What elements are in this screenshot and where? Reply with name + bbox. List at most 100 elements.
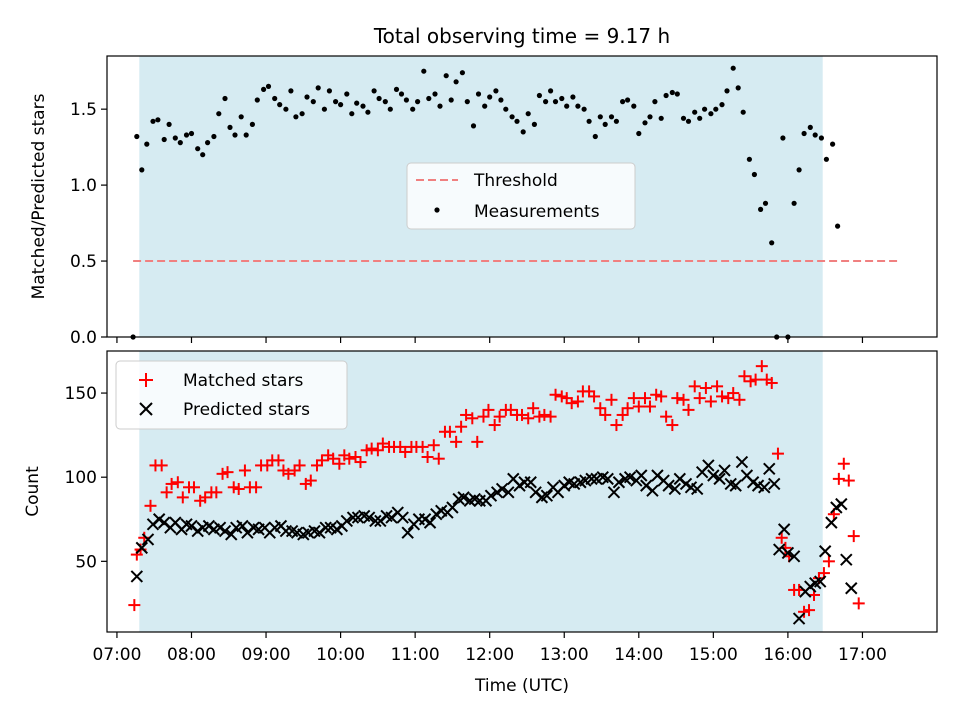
measurement-point bbox=[310, 99, 316, 105]
measurement-point bbox=[631, 103, 637, 109]
measurement-point bbox=[746, 156, 753, 162]
predicted-star-point bbox=[835, 497, 848, 511]
predicted-star-point bbox=[646, 484, 659, 497]
predicted-star-point bbox=[401, 526, 414, 539]
predicted-star-point bbox=[813, 575, 827, 588]
top-y-tick-label: 1.5 bbox=[70, 100, 97, 120]
matched-star-point bbox=[250, 481, 263, 494]
top-y-axis-label: Matched/Predicted stars bbox=[29, 93, 49, 299]
matched-star-point bbox=[482, 403, 495, 416]
measurement-point bbox=[575, 103, 581, 109]
matched-star-point bbox=[538, 408, 551, 421]
matched-star-point bbox=[421, 451, 434, 464]
matched-star-point bbox=[443, 425, 456, 438]
predicted-star-point bbox=[130, 570, 144, 583]
ratio-panel: 0.0 0.5 1.0 1.5 Matched/Predicted stars Thr… bbox=[29, 55, 938, 348]
matched-star-point bbox=[155, 459, 168, 472]
matched-star-point bbox=[599, 408, 612, 421]
matched-star-point bbox=[605, 393, 618, 406]
matched-star-point bbox=[432, 452, 445, 465]
measurement-point bbox=[371, 88, 377, 94]
matched-star-point bbox=[171, 476, 184, 489]
matched-star-point bbox=[460, 408, 473, 421]
measurement-point bbox=[326, 88, 332, 94]
predicted-star-point bbox=[690, 482, 704, 496]
matched-star-point bbox=[632, 400, 645, 413]
measurement-point bbox=[470, 123, 477, 129]
bottom-x-tick-label: 12:00 bbox=[465, 645, 514, 665]
matched-star-point bbox=[272, 454, 285, 467]
measurement-point bbox=[139, 167, 145, 173]
measurement-point bbox=[243, 132, 249, 138]
measurement-point bbox=[134, 133, 140, 140]
matched-star-point bbox=[837, 457, 850, 470]
measurement-point bbox=[780, 135, 786, 141]
predicted-star-point bbox=[840, 553, 853, 566]
measurement-point bbox=[475, 91, 482, 97]
bottom-legend: Matched stars Predicted stars bbox=[115, 360, 348, 430]
measurement-point bbox=[769, 240, 775, 246]
measurement-point bbox=[338, 102, 344, 108]
measurement-point bbox=[602, 121, 608, 127]
predicted-star-point bbox=[635, 469, 648, 482]
measurement-point bbox=[680, 115, 687, 121]
matched-star-point bbox=[365, 442, 378, 455]
measurement-point bbox=[432, 91, 438, 97]
measurement-point bbox=[642, 120, 648, 126]
predicted-star-point bbox=[362, 511, 376, 524]
measurement-point bbox=[647, 114, 653, 120]
measurement-point bbox=[161, 136, 167, 143]
predicted-star-point bbox=[601, 472, 614, 486]
predicted-star-point bbox=[346, 511, 360, 524]
matched-star-point bbox=[128, 599, 141, 612]
matched-star-point bbox=[594, 402, 607, 415]
measurement-point bbox=[613, 118, 620, 124]
predicted-star-point bbox=[141, 533, 155, 546]
matched-star-point bbox=[199, 491, 212, 504]
legend-threshold-label: Threshold bbox=[473, 171, 558, 191]
bottom-y-ticks: 50 100 150 bbox=[65, 384, 107, 572]
matched-star-point bbox=[571, 395, 584, 408]
measurement-point bbox=[304, 94, 310, 100]
matched-star-point bbox=[842, 474, 855, 487]
measurement-point bbox=[227, 124, 233, 130]
top-y-tick-label: 0.5 bbox=[70, 252, 97, 272]
matched-star-point bbox=[693, 392, 706, 405]
measurement-point bbox=[459, 70, 465, 76]
measurement-point bbox=[393, 86, 400, 92]
measurement-point bbox=[222, 95, 228, 102]
measurement-point bbox=[443, 73, 449, 79]
measurement-point bbox=[195, 146, 201, 152]
matched-star-point bbox=[160, 486, 173, 499]
bottom-x-tick-label: 10:00 bbox=[316, 645, 365, 665]
measurement-point bbox=[751, 171, 758, 178]
measurement-point bbox=[382, 99, 388, 105]
measurement-point bbox=[293, 114, 299, 120]
predicted-star-point bbox=[792, 612, 806, 625]
legend-measurements-label: Measurements bbox=[474, 202, 600, 222]
predicted-star-point bbox=[781, 546, 795, 560]
measurement-point bbox=[536, 92, 543, 99]
matched-star-point bbox=[165, 477, 178, 490]
measurement-point bbox=[570, 94, 576, 100]
matched-star-point bbox=[210, 486, 223, 499]
bottom-x-tick-label: 17:00 bbox=[838, 645, 887, 665]
matched-star-point bbox=[771, 447, 784, 460]
measurement-point bbox=[333, 99, 339, 105]
measurement-point bbox=[493, 88, 499, 94]
predicted-star-point bbox=[446, 501, 459, 514]
bottom-x-tick-label: 13:00 bbox=[540, 645, 589, 665]
measurement-points bbox=[130, 65, 841, 340]
predicted-star-point bbox=[787, 550, 801, 563]
measurement-point bbox=[166, 121, 172, 127]
matched-star-point bbox=[315, 454, 328, 467]
measurement-point bbox=[564, 103, 570, 109]
predicted-star-point bbox=[763, 462, 776, 475]
measurement-point bbox=[349, 111, 355, 117]
matched-star-point bbox=[727, 387, 740, 400]
matched-star-point bbox=[733, 393, 746, 406]
chart-title: Total observing time = 9.17 h bbox=[373, 24, 670, 48]
matched-star-point bbox=[832, 472, 845, 485]
measurement-point bbox=[669, 89, 675, 96]
